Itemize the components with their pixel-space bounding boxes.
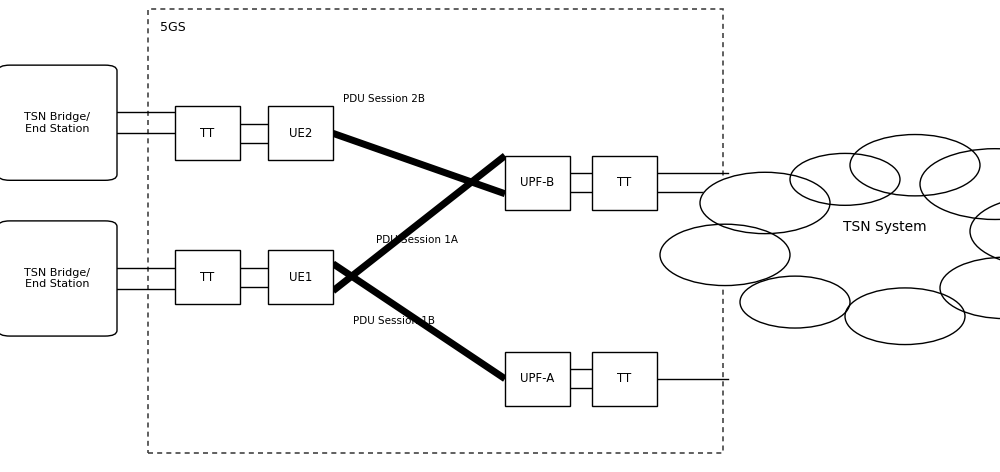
- Circle shape: [940, 257, 1000, 319]
- Text: PDU Session 1B: PDU Session 1B: [353, 316, 435, 326]
- Text: TSN System: TSN System: [843, 219, 927, 234]
- FancyBboxPatch shape: [0, 221, 117, 336]
- Bar: [175, 106, 240, 160]
- Text: TT: TT: [617, 372, 632, 385]
- Text: PDU Session 1A: PDU Session 1A: [376, 236, 458, 245]
- Circle shape: [765, 184, 1000, 297]
- Text: UPF-A: UPF-A: [520, 372, 555, 385]
- Text: TT: TT: [200, 127, 215, 140]
- Bar: [268, 106, 333, 160]
- Circle shape: [660, 224, 790, 286]
- Bar: [268, 250, 333, 304]
- Bar: [505, 352, 570, 406]
- Text: TT: TT: [617, 177, 632, 189]
- Bar: [592, 352, 657, 406]
- Text: TT: TT: [200, 271, 215, 284]
- Text: UPF-B: UPF-B: [520, 177, 555, 189]
- Text: PDU Session 2B: PDU Session 2B: [343, 94, 425, 104]
- Text: 5GS: 5GS: [160, 21, 186, 34]
- Text: UE2: UE2: [289, 127, 312, 140]
- Bar: [148, 9, 723, 453]
- Bar: [592, 156, 657, 210]
- FancyBboxPatch shape: [0, 65, 117, 180]
- Text: TSN Bridge/
End Station: TSN Bridge/ End Station: [24, 268, 90, 289]
- Circle shape: [970, 196, 1000, 267]
- Text: TSN Bridge/
End Station: TSN Bridge/ End Station: [24, 112, 90, 134]
- Bar: [505, 156, 570, 210]
- Bar: [175, 250, 240, 304]
- Circle shape: [740, 276, 850, 328]
- Circle shape: [850, 135, 980, 196]
- Text: UE1: UE1: [289, 271, 312, 284]
- Circle shape: [920, 149, 1000, 219]
- Circle shape: [790, 153, 900, 205]
- Circle shape: [700, 172, 830, 234]
- Circle shape: [845, 288, 965, 345]
